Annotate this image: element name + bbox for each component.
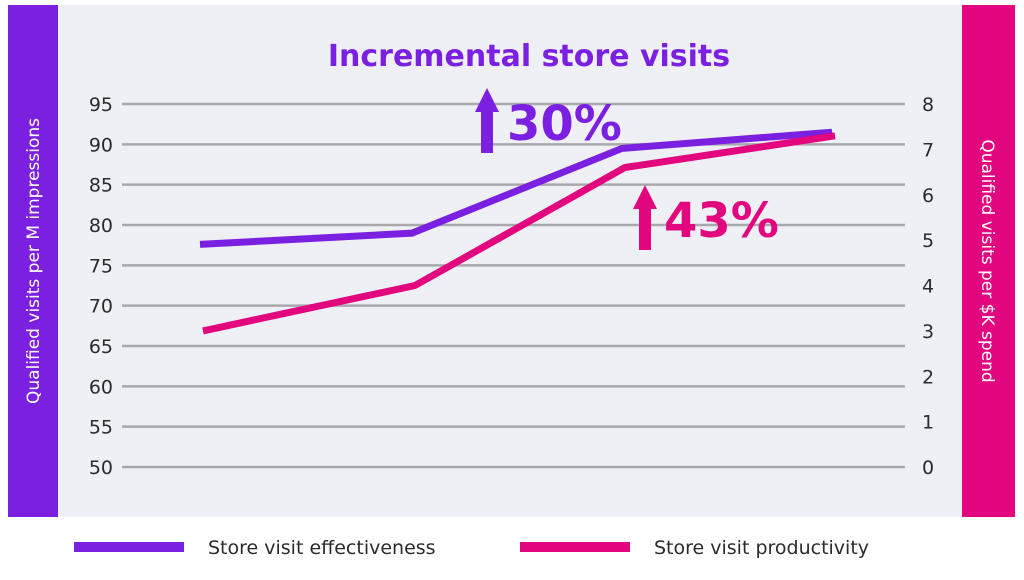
right-tick-label: 1 — [922, 412, 934, 434]
series-line-effectiveness — [199, 128, 833, 248]
annotation-label: 30% — [507, 96, 622, 152]
left-tick-label: 95 — [89, 94, 113, 116]
right-tick-label: 8 — [922, 94, 934, 116]
left-tick-label: 70 — [89, 296, 113, 318]
left-tick-label: 50 — [89, 457, 113, 479]
arrow-up-icon — [475, 88, 499, 153]
legend-swatch — [520, 542, 630, 552]
series-line-productivity — [202, 132, 836, 335]
left-tick-label: 80 — [89, 215, 113, 237]
left-tick-label: 75 — [89, 255, 113, 277]
left-tick-label: 60 — [89, 376, 113, 398]
right-tick-label: 0 — [922, 457, 934, 479]
annotation-label: 43% — [664, 193, 779, 249]
left-tick-label: 65 — [89, 336, 113, 358]
left-tick-label: 85 — [89, 175, 113, 197]
right-axis-label: Qualified visits per $K spend — [977, 139, 997, 382]
right-axis-band — [962, 5, 1015, 517]
chart-title: Incremental store visits — [328, 39, 730, 74]
right-tick-label: 2 — [922, 366, 934, 388]
plot-background — [58, 5, 962, 517]
right-tick-label: 4 — [922, 276, 934, 298]
left-axis-label: Qualified visits per M impressions — [24, 118, 44, 404]
arrow-up-icon — [633, 185, 657, 250]
legend-swatch — [74, 542, 184, 552]
legend-label: Store visit effectiveness — [208, 537, 436, 559]
left-tick-label: 55 — [89, 417, 113, 439]
left-axis-band — [8, 5, 58, 517]
left-tick-label: 90 — [89, 134, 113, 156]
right-tick-label: 5 — [922, 230, 934, 252]
right-tick-label: 3 — [922, 321, 934, 343]
legend-label: Store visit productivity — [654, 537, 869, 559]
right-tick-label: 6 — [922, 185, 934, 207]
right-tick-label: 7 — [922, 139, 934, 161]
